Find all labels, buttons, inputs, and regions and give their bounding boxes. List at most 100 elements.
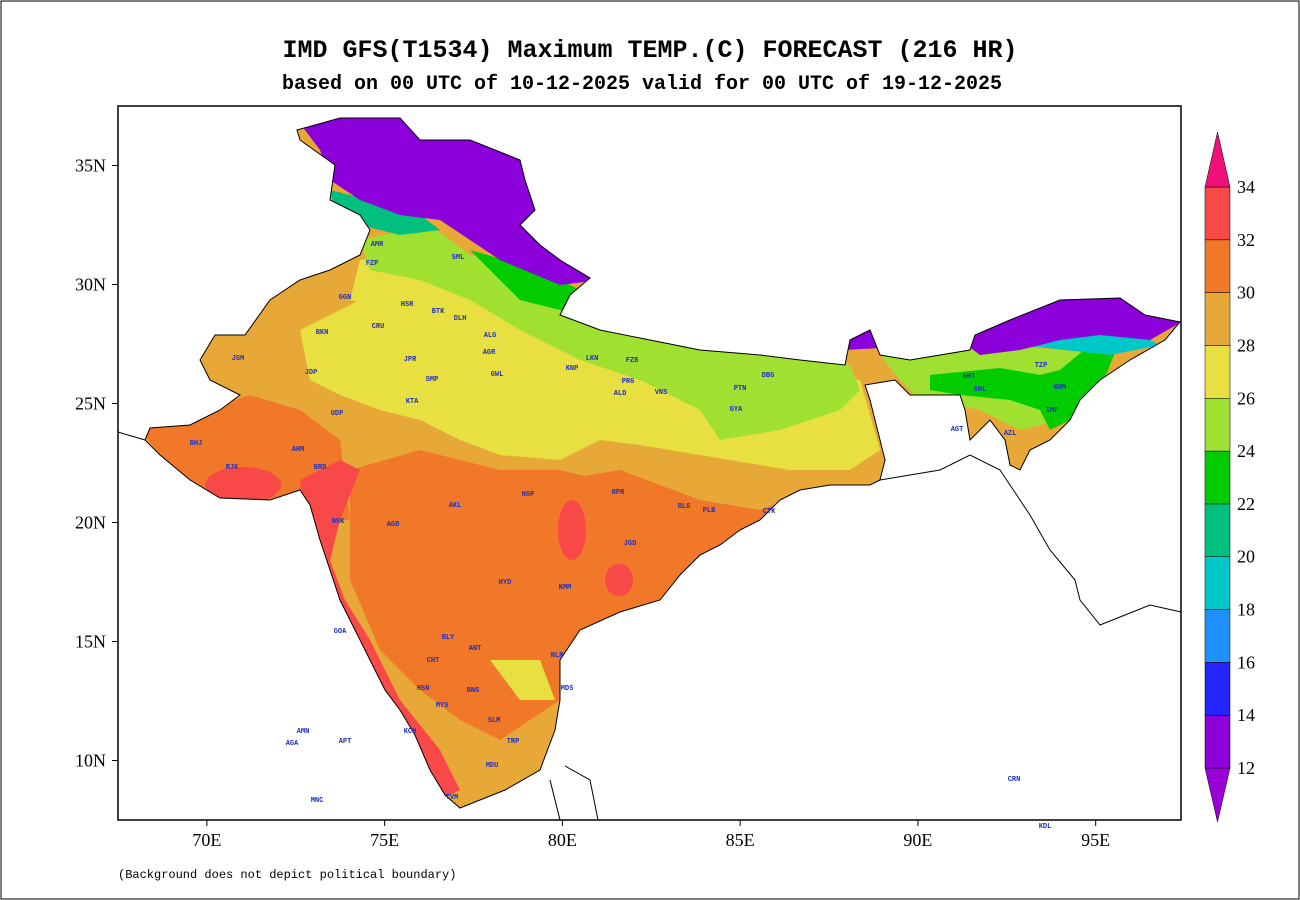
colorbar-label: 20 [1237, 547, 1255, 567]
title: IMD GFS(T1534) Maximum TEMP.(C) FORECAST… [282, 36, 1017, 65]
station-label: NSK [332, 518, 345, 526]
station-label: BLY [442, 634, 455, 642]
temperature-region [930, 340, 1120, 430]
station-label: ANT [469, 645, 482, 653]
colorbar-label: 34 [1237, 177, 1255, 197]
station-label: BHJ [190, 440, 203, 448]
station-label: JDP [305, 369, 318, 377]
colorbar-label: 30 [1237, 283, 1255, 303]
colorbar-band [1204, 450, 1231, 505]
border [879, 454, 1182, 626]
station-label: MNC [311, 797, 324, 805]
station-label: DBG [762, 372, 775, 380]
subtitle: based on 00 UTC of 10-12-2025 valid for … [282, 73, 1002, 96]
colorbar-band [1204, 292, 1231, 346]
station-label: IMP [1046, 407, 1059, 415]
station-label: FZB [626, 357, 639, 365]
station-label: PLB [703, 507, 716, 515]
station-label: GWL [491, 371, 504, 379]
temperature-region [290, 118, 600, 285]
x-tick-label: 70E [192, 830, 221, 850]
y-tick-label: 15N [75, 632, 106, 652]
y-tick-label: 10N [75, 751, 106, 771]
station-label: SHL [974, 386, 987, 394]
station-label: ALD [614, 390, 627, 398]
station-label: KDL [1039, 823, 1052, 831]
station-label: BNG [467, 687, 480, 695]
colorbar-band [1204, 714, 1231, 769]
y-tick-label: 30N [75, 275, 106, 295]
map-frame [117, 105, 1182, 821]
station-label: AHM [292, 446, 305, 454]
colorbar-band [1204, 662, 1231, 716]
station-label: RPR [612, 489, 625, 497]
station-label: BRD [314, 464, 327, 472]
station-label: TRP [507, 738, 520, 746]
y-tick-label: 20N [75, 513, 106, 533]
x-tick-label: 90E [903, 830, 932, 850]
footnote: (Background does not depict political bo… [118, 868, 456, 882]
colorbar-label: 16 [1237, 652, 1255, 672]
station-label: JGD [624, 540, 637, 548]
station-label: APT [339, 738, 352, 746]
station-label: MYS [436, 702, 449, 710]
colorbar-label: 18 [1237, 600, 1255, 620]
temperature-region [330, 190, 440, 235]
colorbar-over [1204, 131, 1231, 188]
station-label: MDS [561, 685, 574, 693]
temperature-region [558, 500, 586, 560]
colorbar-band [1204, 186, 1231, 241]
station-label: AGD [387, 521, 400, 529]
border [564, 765, 599, 821]
colorbar-label: 24 [1237, 441, 1255, 461]
station-label: AZL [1004, 430, 1017, 438]
station-label: AKL [449, 502, 462, 510]
station-label: PTN [734, 385, 747, 393]
colorbar-band [1204, 239, 1231, 293]
colorbar-label: 26 [1237, 388, 1255, 408]
colorbar-band [1204, 609, 1231, 663]
station-label: TZP [1035, 362, 1048, 370]
station-label: SMP [426, 376, 439, 384]
y-tick-label: 25N [75, 394, 106, 414]
station-label: MDU [486, 762, 499, 770]
x-tick-label: 75E [370, 830, 399, 850]
colorbar-band [1204, 556, 1231, 610]
station-label: GOA [334, 628, 347, 636]
temperature-region [560, 470, 800, 590]
station-label: SML [452, 254, 465, 262]
y-tick-label: 35N [75, 156, 106, 176]
colorbar-label: 22 [1237, 494, 1255, 514]
colorbar-label: 12 [1237, 758, 1255, 778]
x-tick-label: 80E [548, 830, 577, 850]
station-label: TVM [446, 794, 459, 802]
station-label: SLM [488, 717, 501, 725]
colorbar-band [1204, 398, 1231, 452]
station-label: JSM [232, 355, 245, 363]
station-label: DLH [454, 315, 467, 323]
station-label: HSR [401, 301, 414, 309]
station-label: AMR [371, 241, 384, 249]
station-label: KTA [406, 398, 419, 406]
station-label: KHM [1054, 384, 1067, 392]
station-label: CHT [427, 657, 440, 665]
station-label: HSN [417, 685, 430, 693]
station-label: ALG [484, 332, 497, 340]
station-label: VNS [655, 389, 668, 397]
colorbar-band [1204, 503, 1231, 557]
station-label: KNP [566, 365, 579, 373]
temperature-region [205, 467, 281, 503]
boundaries [117, 117, 1182, 821]
station-label: FZP [366, 260, 379, 268]
station-label: NGP [522, 491, 535, 499]
colorbar-under [1204, 767, 1231, 823]
station-label: KMM [559, 584, 572, 592]
colorbar: 12 14 16 18 20 22 24 26 28 30 32 34 [1204, 131, 1255, 823]
station-label: GHT [963, 373, 976, 381]
station-label: LKN [586, 355, 599, 363]
station-label: HYD [499, 579, 512, 587]
border [117, 431, 146, 441]
station-label: BLG [678, 503, 691, 511]
colorbar-band [1204, 345, 1231, 399]
